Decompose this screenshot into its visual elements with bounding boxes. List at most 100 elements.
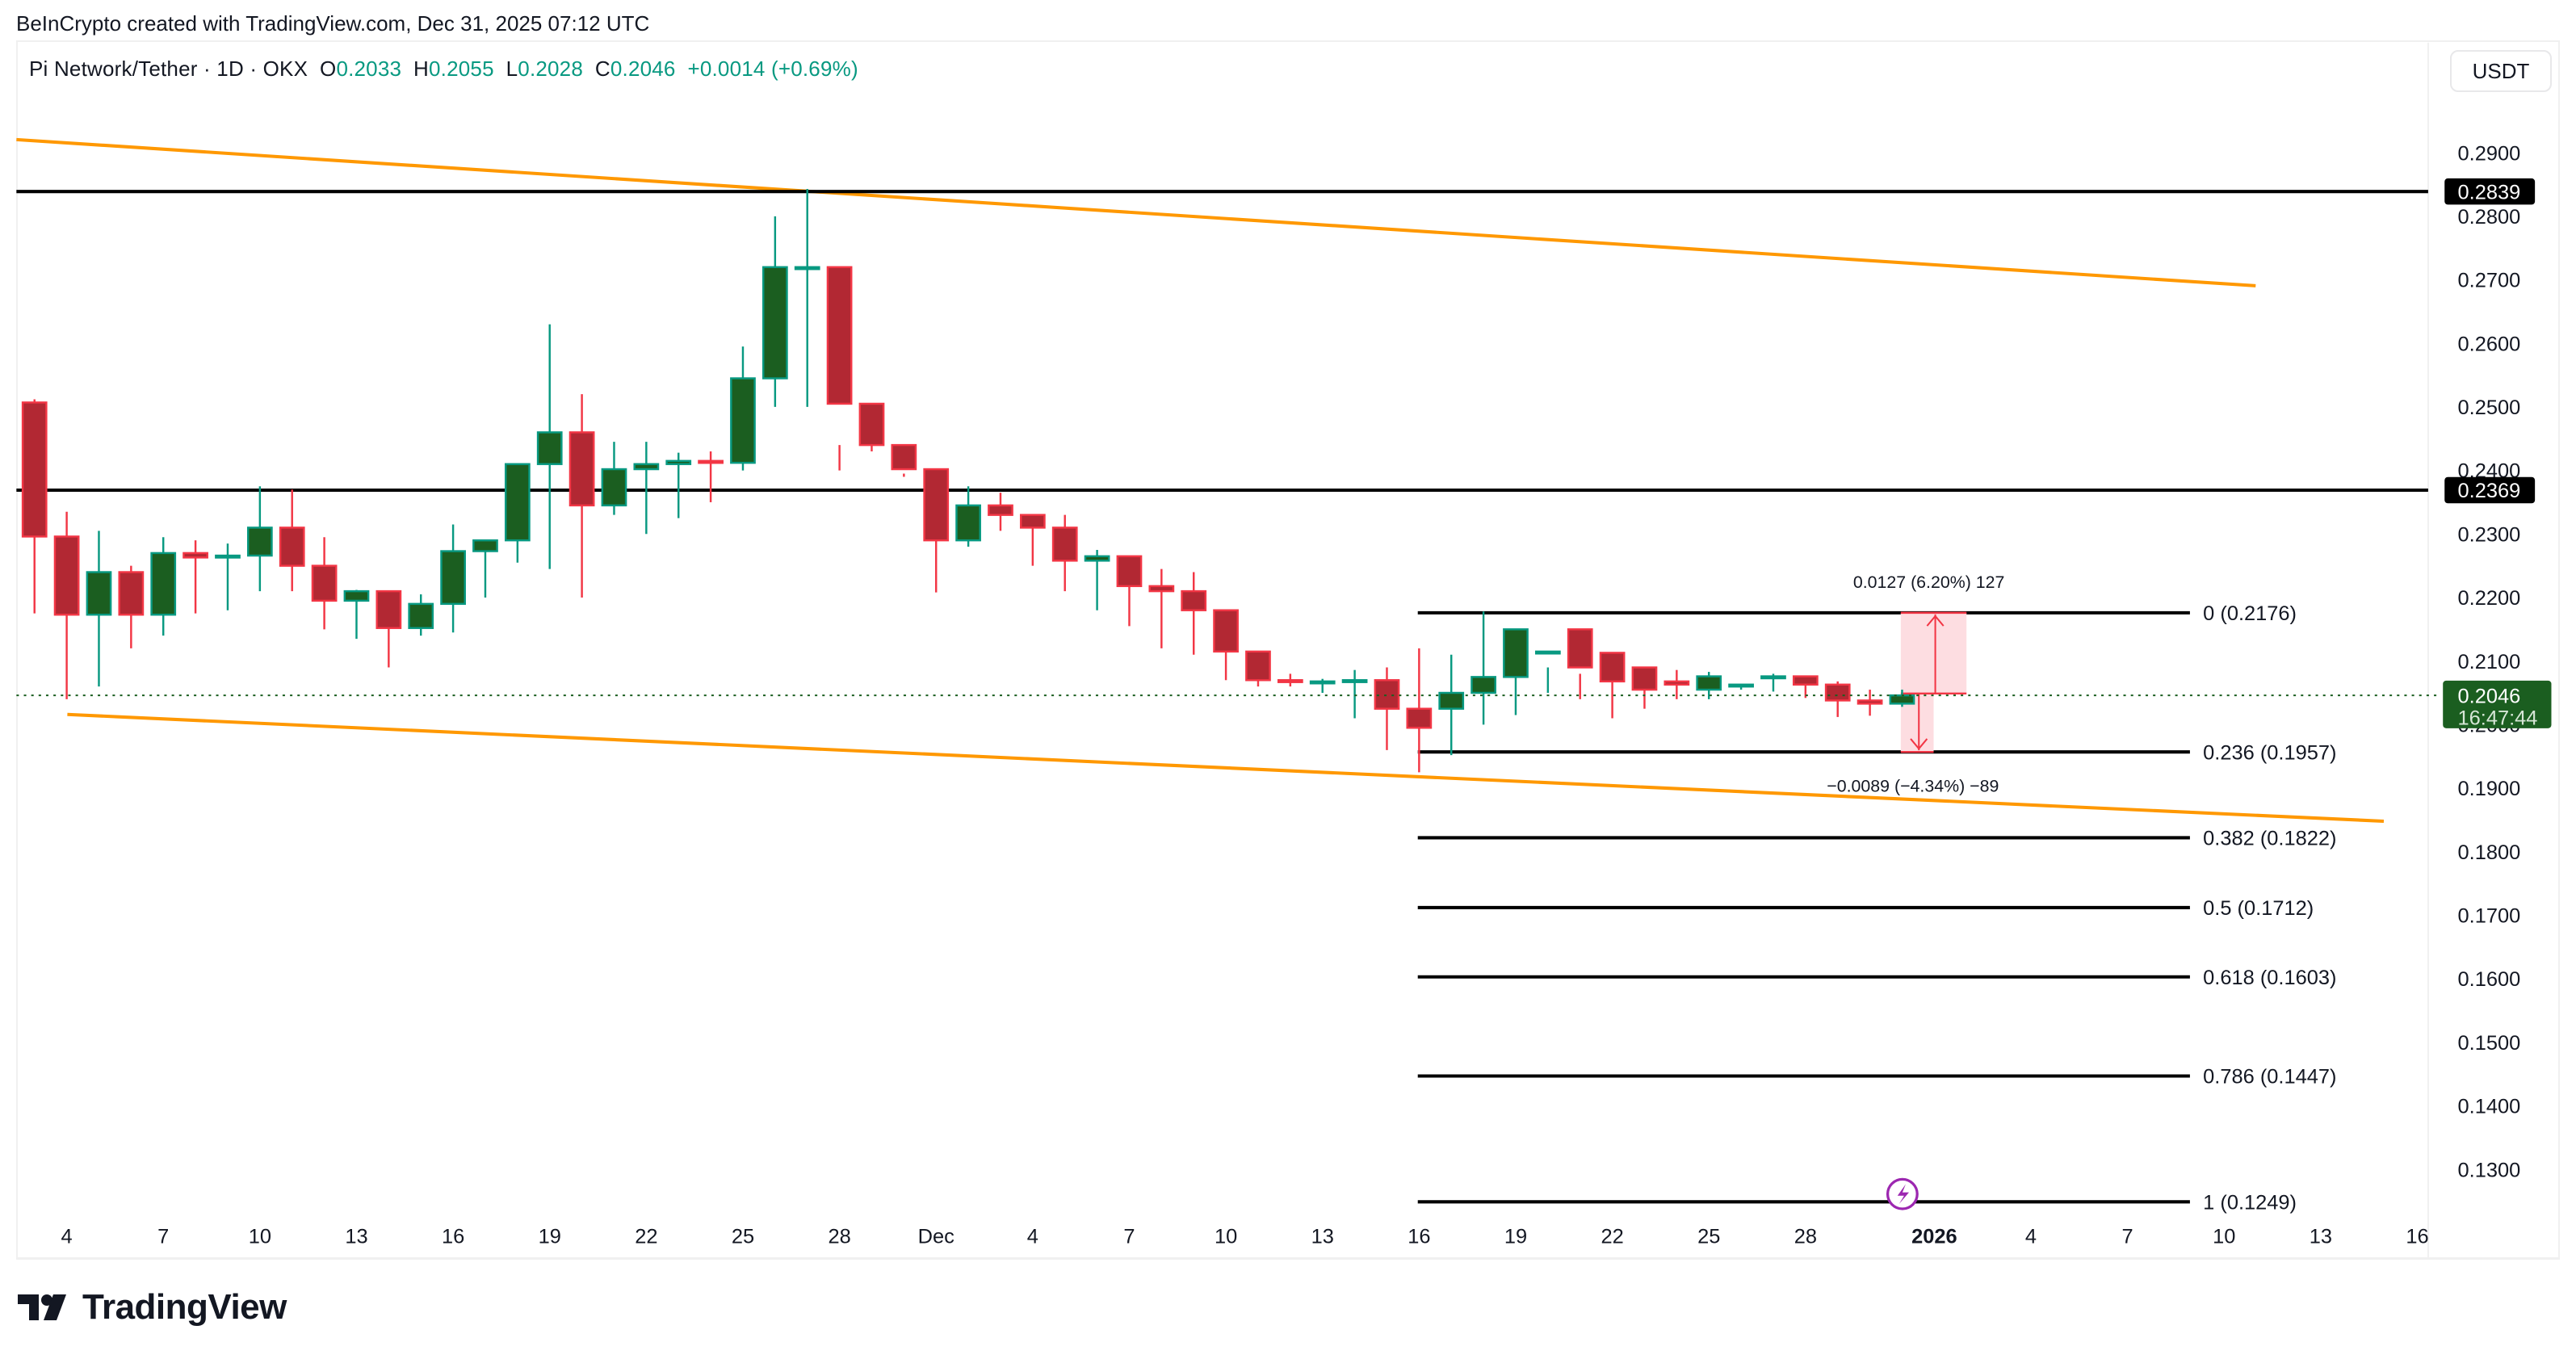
candle-body — [215, 554, 241, 559]
symbol-legend: Pi Network/Tether · 1D · OKX O0.2033 H0.… — [29, 57, 858, 82]
time-tick-label: 13 — [2310, 1226, 2332, 1248]
open-label: O — [320, 57, 337, 81]
candle — [53, 511, 80, 699]
candle — [1181, 572, 1207, 655]
candle — [1084, 549, 1110, 610]
candle — [1341, 669, 1368, 719]
channel-lower-line[interactable] — [67, 712, 2385, 824]
candle — [1856, 690, 1883, 716]
candle-body — [1341, 679, 1368, 683]
price-range-measure[interactable]: 0.0127 (6.20%) 127 −0.0089 (−4.34%) −89 — [1827, 573, 2004, 795]
candle — [794, 189, 820, 407]
candle — [1051, 514, 1078, 592]
candle — [1116, 555, 1143, 627]
candle — [1663, 669, 1690, 699]
candle — [633, 442, 660, 535]
time-tick-label: 7 — [1123, 1226, 1135, 1248]
candle-body — [246, 526, 273, 557]
candle-body — [891, 443, 917, 471]
price-tick-label: 0.1700 — [2458, 905, 2521, 928]
candle-body — [698, 459, 724, 464]
currency-button[interactable]: USDT — [2450, 50, 2552, 92]
candle — [826, 266, 853, 471]
candle-body — [1503, 628, 1529, 678]
candle — [1599, 652, 1626, 719]
candle — [1567, 628, 1593, 699]
price-tick-label: 0.2500 — [2458, 396, 2521, 419]
candle — [246, 486, 273, 592]
candle — [118, 565, 145, 648]
price-tick-label: 0.2800 — [2458, 206, 2521, 229]
price-tick-label: 0.2300 — [2458, 523, 2521, 546]
time-tick-label: 4 — [1027, 1226, 1038, 1248]
low-value: 0.2028 — [518, 57, 584, 81]
candle-body — [1631, 666, 1658, 691]
candle-body — [794, 266, 820, 271]
time-tick-label: 25 — [732, 1226, 754, 1248]
symbol-name[interactable]: Pi Network/Tether · 1D · OKX — [29, 57, 308, 81]
candle — [1277, 673, 1303, 687]
lightning-icon — [1897, 1184, 1910, 1204]
candle — [1471, 611, 1496, 725]
candle — [1696, 672, 1722, 699]
candle-body — [1889, 694, 1915, 705]
candle — [730, 346, 756, 471]
candle — [86, 531, 112, 687]
tradingview-logo-icon — [18, 1294, 66, 1320]
change-value: +0.0014 (+0.69%) — [687, 57, 858, 81]
candle-body — [311, 564, 338, 602]
candle-body — [1019, 514, 1046, 529]
candle-body — [1856, 699, 1883, 705]
candle — [1019, 514, 1046, 566]
candle-body — [150, 552, 177, 616]
tradingview-logo[interactable]: TradingView — [18, 1287, 287, 1328]
candle — [988, 493, 1013, 531]
candle-body — [1760, 675, 1786, 680]
price-tick-label: 0.2100 — [2458, 651, 2521, 673]
candle — [279, 489, 305, 592]
high-label: H — [413, 57, 430, 81]
channel-upper-line[interactable] — [16, 137, 2256, 287]
candle-body — [1051, 526, 1078, 562]
candle — [183, 540, 208, 614]
price-tick-label: 0.1900 — [2458, 778, 2521, 800]
event-marker[interactable] — [1886, 1177, 1919, 1210]
candle-body — [923, 468, 950, 542]
candle-body — [1181, 589, 1207, 611]
candle-body — [1406, 707, 1433, 729]
descending-channel[interactable] — [16, 137, 2385, 824]
candle-body — [568, 431, 595, 507]
candle — [1824, 681, 1851, 717]
price-tick-label: 0.1400 — [2458, 1096, 2521, 1118]
time-tick-label: 2026 — [1911, 1226, 1957, 1248]
time-tick-label: 25 — [1697, 1226, 1720, 1248]
candle-body — [1213, 609, 1239, 653]
candle — [858, 402, 885, 451]
candle — [698, 451, 724, 502]
time-axis[interactable]: 4 7 10 13 16 19 22 25 28 Dec 4 7 10 13 16 19 22 25 28 2026 4… — [61, 1226, 2429, 1248]
price-axis[interactable]: 0.29000.28000.27000.26000.25000.24000.23… — [2443, 142, 2552, 1181]
fib-level-label: 1 (0.1249) — [2203, 1191, 2297, 1214]
candle-body — [1471, 676, 1496, 694]
high-value: 0.2055 — [429, 57, 494, 81]
candle — [923, 468, 950, 593]
horizontal-levels[interactable] — [16, 190, 2428, 493]
time-tick-label: 22 — [1601, 1226, 1623, 1248]
price-tick-label: 0.2600 — [2458, 333, 2521, 355]
candle-body — [1696, 675, 1722, 691]
candle — [1728, 683, 1754, 690]
fib-retracement[interactable]: 0 (0.2176) 0.236 (0.1957) 0.382 (0.1822) 0.… — [1417, 602, 2337, 1214]
candle — [21, 399, 48, 614]
candle-body — [1824, 683, 1851, 702]
candle-body — [988, 504, 1013, 516]
time-tick-label: 7 — [2122, 1226, 2133, 1248]
fib-level-label: 0.236 (0.1957) — [2203, 741, 2336, 764]
candle-body — [1116, 555, 1143, 588]
time-tick-label: 10 — [2213, 1226, 2235, 1248]
candle-body — [826, 266, 853, 405]
candle-body — [1148, 585, 1175, 593]
level-price-label: 0.2839 — [2458, 181, 2521, 203]
time-tick-label: 4 — [2025, 1226, 2037, 1248]
candle-body — [504, 463, 531, 542]
